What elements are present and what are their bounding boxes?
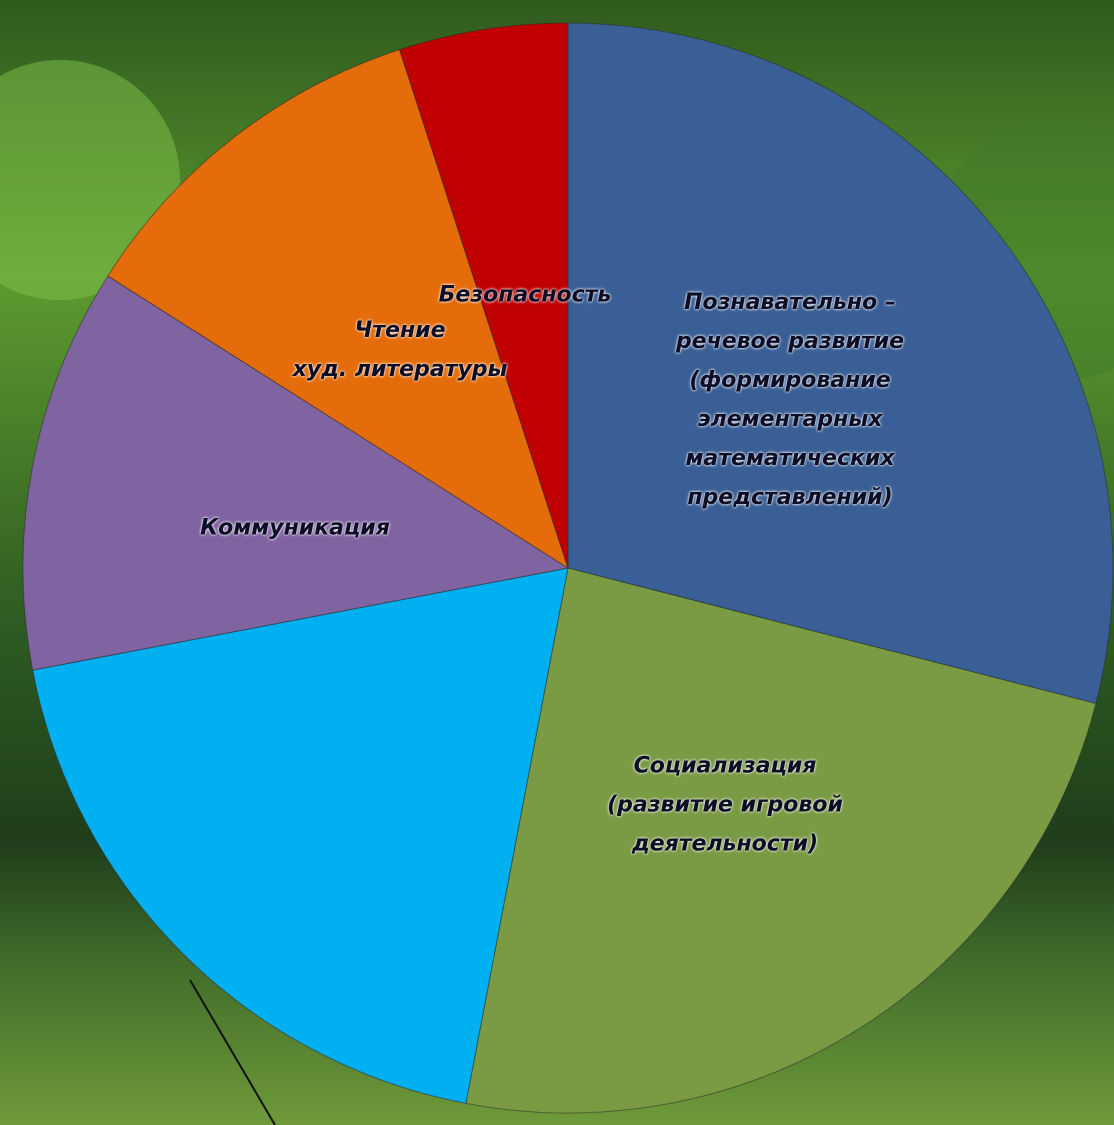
pie-slice: [107, 49, 569, 570]
slice-label: Познавательно – речевое развитие (формир…: [675, 290, 905, 510]
pie-slice: [32, 567, 569, 1104]
pie: [22, 22, 1114, 1114]
pie-slice: [465, 567, 1097, 1114]
pie-slice: [398, 22, 569, 569]
pie-slice: [22, 275, 570, 671]
slice-label: Социализация (развитие игровой деятельно…: [607, 753, 843, 857]
decor-line: [189, 979, 276, 1125]
pie-slice: [567, 22, 1114, 705]
slice-label: Чтение худ. литературы: [292, 318, 508, 382]
slice-label: Коммуникация: [200, 515, 390, 541]
slice-label: Безопасность: [438, 282, 612, 308]
